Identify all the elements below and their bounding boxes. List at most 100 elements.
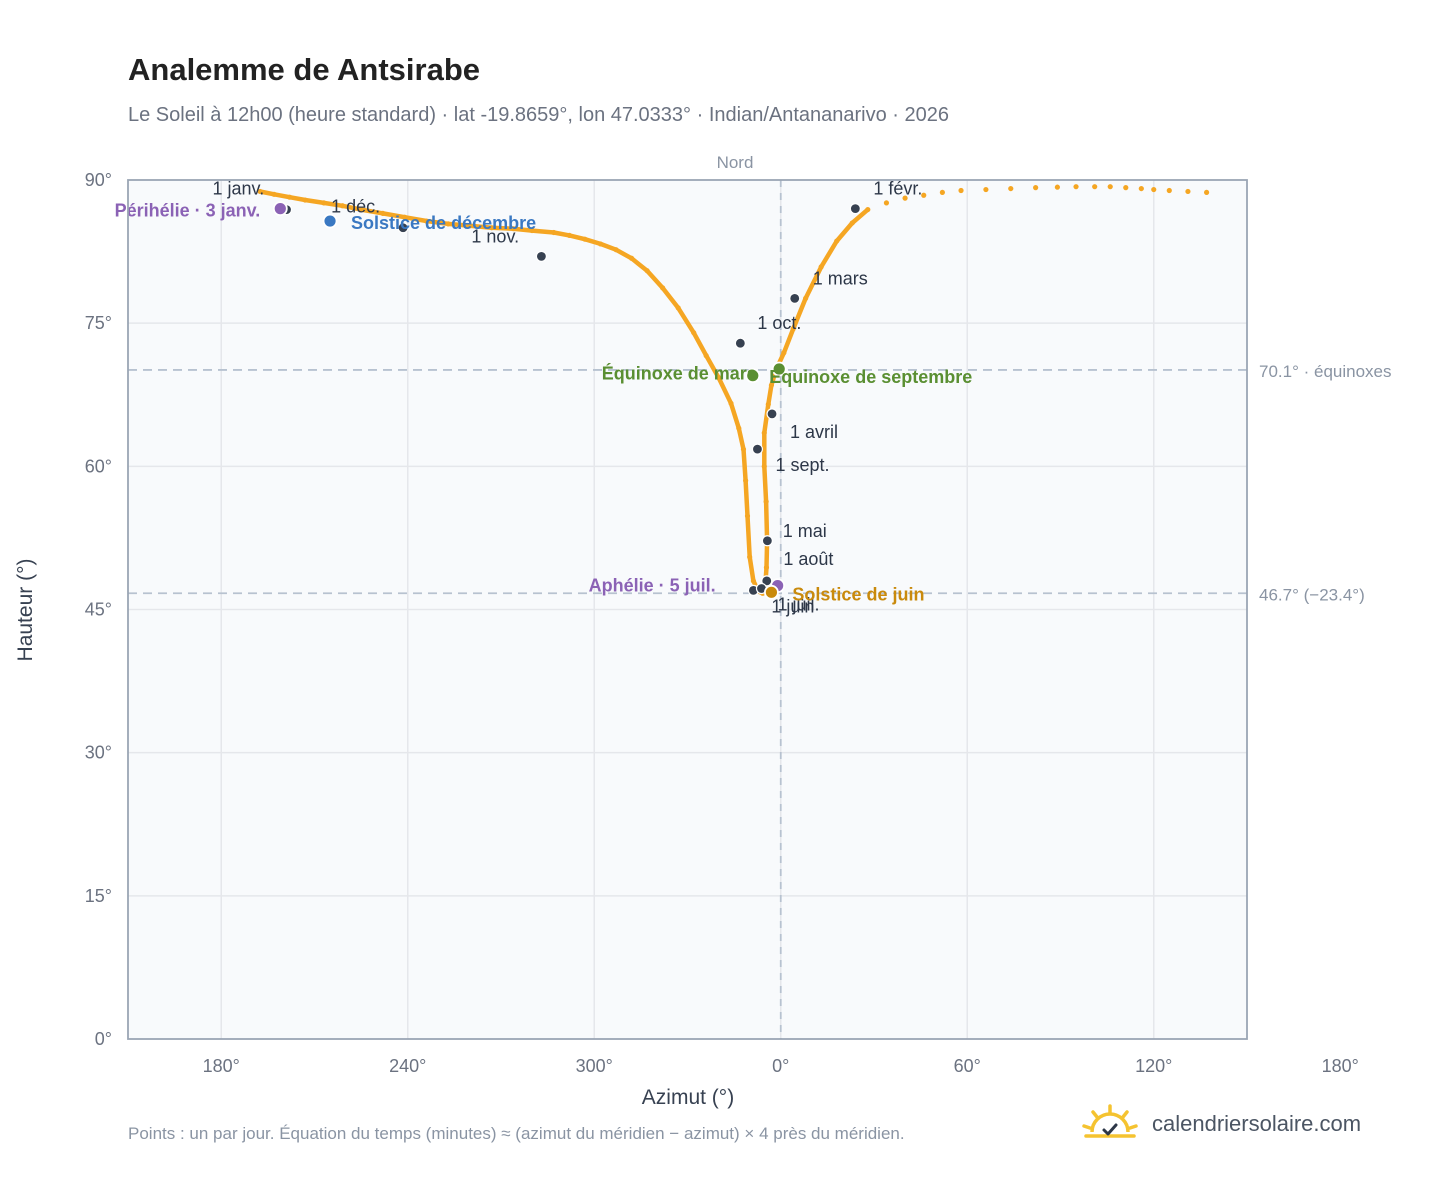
daily-sun-point [529, 227, 535, 234]
month-label: 1 sept. [775, 455, 829, 475]
daily-sun-point [790, 326, 796, 332]
plot-frame [127, 179, 1248, 1040]
reference-line-label: 70.1° · équinoxes [1259, 362, 1392, 381]
sun-logo-icon [1082, 1104, 1138, 1138]
daily-sun-point [983, 186, 989, 193]
daily-sun-point [736, 425, 742, 431]
daily-sun-point [287, 194, 293, 200]
daily-sun-point [1008, 185, 1014, 192]
y-tick-label: 45° [85, 600, 112, 620]
daily-sun-point [1166, 187, 1172, 194]
month-marker [761, 535, 773, 547]
month-marker [751, 443, 764, 455]
daily-sun-point [402, 214, 408, 220]
month-label: 1 févr. [873, 179, 922, 199]
daily-sun-point [921, 192, 927, 198]
meridian-label: Nord [717, 153, 754, 172]
daily-sun-point [445, 221, 451, 227]
daily-sun-point [1073, 184, 1079, 190]
reference-line-label: 46.7° (−23.4°) [1259, 585, 1365, 604]
event-label: Périhélie · 3 janv. [115, 201, 261, 221]
month-label: 1 mai [783, 521, 827, 541]
daily-sun-point [763, 564, 770, 571]
month-label: 1 oct. [757, 313, 801, 333]
daily-sun-point [1203, 189, 1210, 196]
daily-sun-point [939, 189, 945, 196]
event-marker [322, 213, 338, 229]
month-marker [397, 222, 409, 234]
daily-sun-point [865, 206, 871, 213]
daily-sun-point [358, 206, 364, 213]
event-marker [272, 201, 288, 217]
month-marker [734, 337, 746, 349]
event-label: Aphélie · 5 juil. [589, 576, 716, 596]
event-label: Solstice de juin [792, 584, 924, 604]
y-tick-label: 30° [85, 743, 112, 763]
daily-sun-point [1033, 185, 1039, 191]
daily-sun-point [510, 226, 517, 232]
x-tick-label: 120° [1135, 1056, 1172, 1076]
daily-sun-point [1151, 186, 1157, 193]
daily-sun-point [781, 350, 787, 356]
month-label: 1 août [783, 549, 833, 569]
y-tick-label: 60° [85, 456, 112, 476]
daily-sun-point [582, 236, 588, 242]
daily-sun-point [834, 238, 840, 244]
daily-sun-point [257, 188, 263, 195]
daily-sun-point [1092, 184, 1098, 190]
daily-sun-point [339, 203, 346, 209]
daily-sun-point [423, 218, 429, 224]
month-marker [789, 292, 801, 304]
daily-sun-point [566, 232, 572, 238]
daily-sun-point [715, 374, 722, 381]
daily-sun-point [644, 268, 650, 274]
daily-sun-point [765, 401, 771, 407]
month-label: 1 juil. [777, 595, 819, 615]
event-marker [764, 584, 779, 600]
daily-sun-point [1123, 185, 1129, 191]
month-marker [766, 408, 778, 420]
y-tick-label: 0° [95, 1029, 112, 1049]
footnote: Points : un par jour. Équation du temps … [128, 1124, 905, 1143]
month-label: 1 mars [813, 268, 868, 288]
event-label: Équinoxe de septembre [769, 366, 972, 387]
daily-sun-point [380, 210, 386, 217]
daily-sun-point [761, 463, 767, 469]
daily-sun-point [703, 353, 709, 359]
daily-sun-point [728, 400, 734, 406]
daily-sun-point [551, 229, 557, 236]
month-marker [535, 250, 548, 262]
x-tick-label: 180° [1322, 1056, 1359, 1076]
x-tick-label: 300° [576, 1056, 613, 1076]
daily-sun-point [849, 220, 855, 226]
daily-sun-point [271, 191, 277, 197]
month-marker [761, 575, 773, 587]
brand-name: calendriersolaire.com [1152, 1111, 1362, 1136]
daily-sun-point [1138, 185, 1144, 192]
daily-sun-point [958, 187, 964, 194]
daily-sun-point [740, 446, 747, 452]
daily-sun-point [1107, 184, 1113, 190]
month-label: 1 juin [771, 596, 814, 616]
daily-sun-point [761, 430, 767, 436]
month-label: 1 avril [790, 422, 838, 442]
event-label: Solstice de décembre [351, 213, 536, 233]
y-tick-label: 15° [85, 886, 112, 906]
daily-sun-point [691, 330, 697, 336]
daily-sun-point [818, 264, 824, 270]
daily-sun-point [1185, 188, 1191, 195]
brand[interactable]: calendriersolaire.com [1082, 1100, 1361, 1148]
x-tick-label: 180° [203, 1056, 240, 1076]
daily-sun-point [902, 195, 908, 201]
x-tick-label: 240° [389, 1056, 426, 1076]
daily-sun-point [768, 382, 775, 388]
event-marker [771, 361, 787, 377]
x-tick-label: 0° [772, 1056, 789, 1076]
analemma-curve [257, 189, 871, 596]
daily-sun-point [803, 295, 809, 301]
daily-sun-point [613, 247, 619, 253]
daily-sun-point [747, 554, 753, 560]
x-tick-label: 60° [954, 1056, 981, 1076]
daily-sun-point [675, 305, 681, 311]
x-axis-label: Azimut (°) [642, 1086, 734, 1109]
